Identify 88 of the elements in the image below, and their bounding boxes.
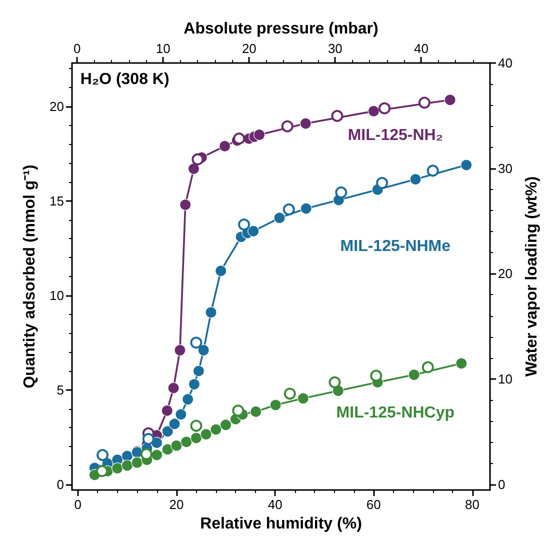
y2-tick-label: 20 <box>498 266 512 282</box>
point <box>418 96 430 109</box>
point <box>300 118 312 130</box>
point <box>168 382 180 394</box>
y2-tick-label: 10 <box>498 371 512 386</box>
point <box>426 164 439 177</box>
x2-tick-label: 0 <box>74 41 81 56</box>
point <box>168 418 180 430</box>
point <box>198 344 210 356</box>
point <box>297 392 309 404</box>
x-tick-label: 60 <box>366 497 381 512</box>
y-tick-label: 10 <box>50 288 64 303</box>
point <box>281 120 294 132</box>
x2-tick-label: 30 <box>328 41 342 56</box>
series-label: MIL-125-NHCyp <box>336 404 455 422</box>
y-tick-label: 20 <box>50 98 64 114</box>
point <box>238 218 250 231</box>
point <box>378 102 391 114</box>
point <box>210 424 222 436</box>
point <box>121 460 134 472</box>
point <box>422 361 434 374</box>
point <box>282 203 295 216</box>
y-tick-label: 5 <box>56 382 64 398</box>
point <box>335 186 348 198</box>
point <box>190 432 202 444</box>
y2-tick-label: 0 <box>498 476 506 492</box>
x2-tick-label: 40 <box>414 41 428 56</box>
point <box>192 365 204 377</box>
y-axis-title: Quantity adsorbed (mmol g⁻¹) <box>22 164 38 388</box>
x-tick-label: 40 <box>268 497 282 512</box>
annotation: H₂O (308 K) <box>80 71 170 88</box>
point <box>112 462 124 474</box>
point <box>368 105 380 117</box>
point <box>182 394 194 406</box>
point <box>188 378 200 390</box>
point <box>180 436 192 448</box>
point <box>150 449 163 461</box>
point <box>410 173 422 185</box>
x2-tick-label: 20 <box>242 41 256 56</box>
point <box>300 202 312 214</box>
point <box>162 426 174 438</box>
point <box>250 406 262 418</box>
point <box>219 140 231 152</box>
point <box>180 198 192 210</box>
point <box>456 358 468 370</box>
point <box>370 370 382 382</box>
point <box>96 449 109 462</box>
x-axis-title: Relative humidity (%) <box>200 516 362 532</box>
y2-tick-label: 30 <box>498 160 512 176</box>
point <box>376 176 388 189</box>
x-tick-label: 0 <box>74 497 82 512</box>
point <box>274 212 286 224</box>
point <box>192 153 204 166</box>
y2-tick-label: 40 <box>498 56 512 70</box>
x-tick-label: 20 <box>169 497 184 512</box>
x-tick-label: 80 <box>465 497 480 512</box>
y-tick-label: 0 <box>56 476 64 492</box>
point <box>161 404 173 416</box>
point <box>460 159 472 171</box>
point <box>270 399 282 411</box>
point <box>131 456 143 468</box>
point <box>444 94 456 106</box>
point <box>328 376 341 388</box>
point <box>215 265 227 277</box>
y2-axis-title: Water vapor loading (wt%) <box>524 176 540 377</box>
point <box>170 440 182 452</box>
series-label: MIL-125-NH₂ <box>348 127 443 144</box>
point <box>188 163 200 175</box>
point <box>232 404 244 417</box>
point <box>205 306 217 318</box>
point <box>174 344 186 356</box>
point <box>162 444 174 456</box>
y-tick-label: 15 <box>50 193 64 208</box>
point <box>190 336 202 349</box>
x2-axis-title: Absolute pressure (mbar) <box>184 20 378 38</box>
point <box>190 420 202 432</box>
point <box>331 110 344 122</box>
text: MIL-125-NHMe <box>340 238 451 256</box>
point <box>254 129 266 141</box>
point <box>233 132 246 145</box>
point <box>284 388 296 400</box>
point <box>408 368 420 381</box>
point <box>248 225 260 237</box>
x2-tick-label: 10 <box>156 41 170 56</box>
point <box>220 419 232 431</box>
point <box>175 408 187 420</box>
point <box>200 428 212 440</box>
point <box>142 432 154 445</box>
